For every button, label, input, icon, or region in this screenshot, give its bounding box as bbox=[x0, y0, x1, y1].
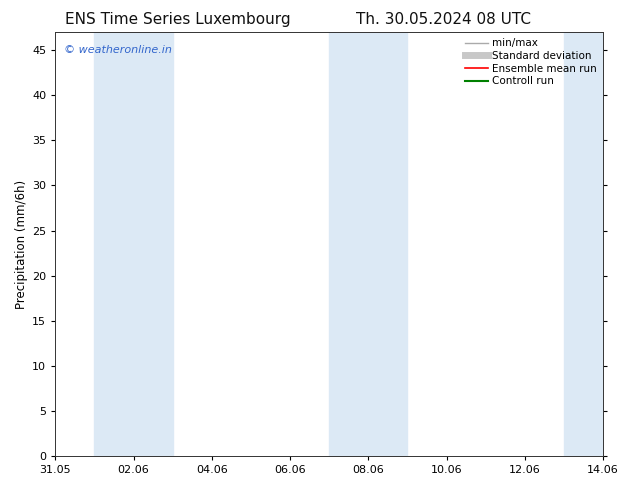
Text: ENS Time Series Luxembourg: ENS Time Series Luxembourg bbox=[65, 12, 290, 27]
Text: Th. 30.05.2024 08 UTC: Th. 30.05.2024 08 UTC bbox=[356, 12, 531, 27]
Bar bbox=[329, 32, 408, 456]
Text: © weatheronline.in: © weatheronline.in bbox=[63, 45, 171, 55]
Legend: min/max, Standard deviation, Ensemble mean run, Controll run: min/max, Standard deviation, Ensemble me… bbox=[461, 34, 601, 90]
Y-axis label: Precipitation (mm/6h): Precipitation (mm/6h) bbox=[15, 179, 28, 309]
Bar bbox=[94, 32, 172, 456]
Bar bbox=[564, 32, 634, 456]
